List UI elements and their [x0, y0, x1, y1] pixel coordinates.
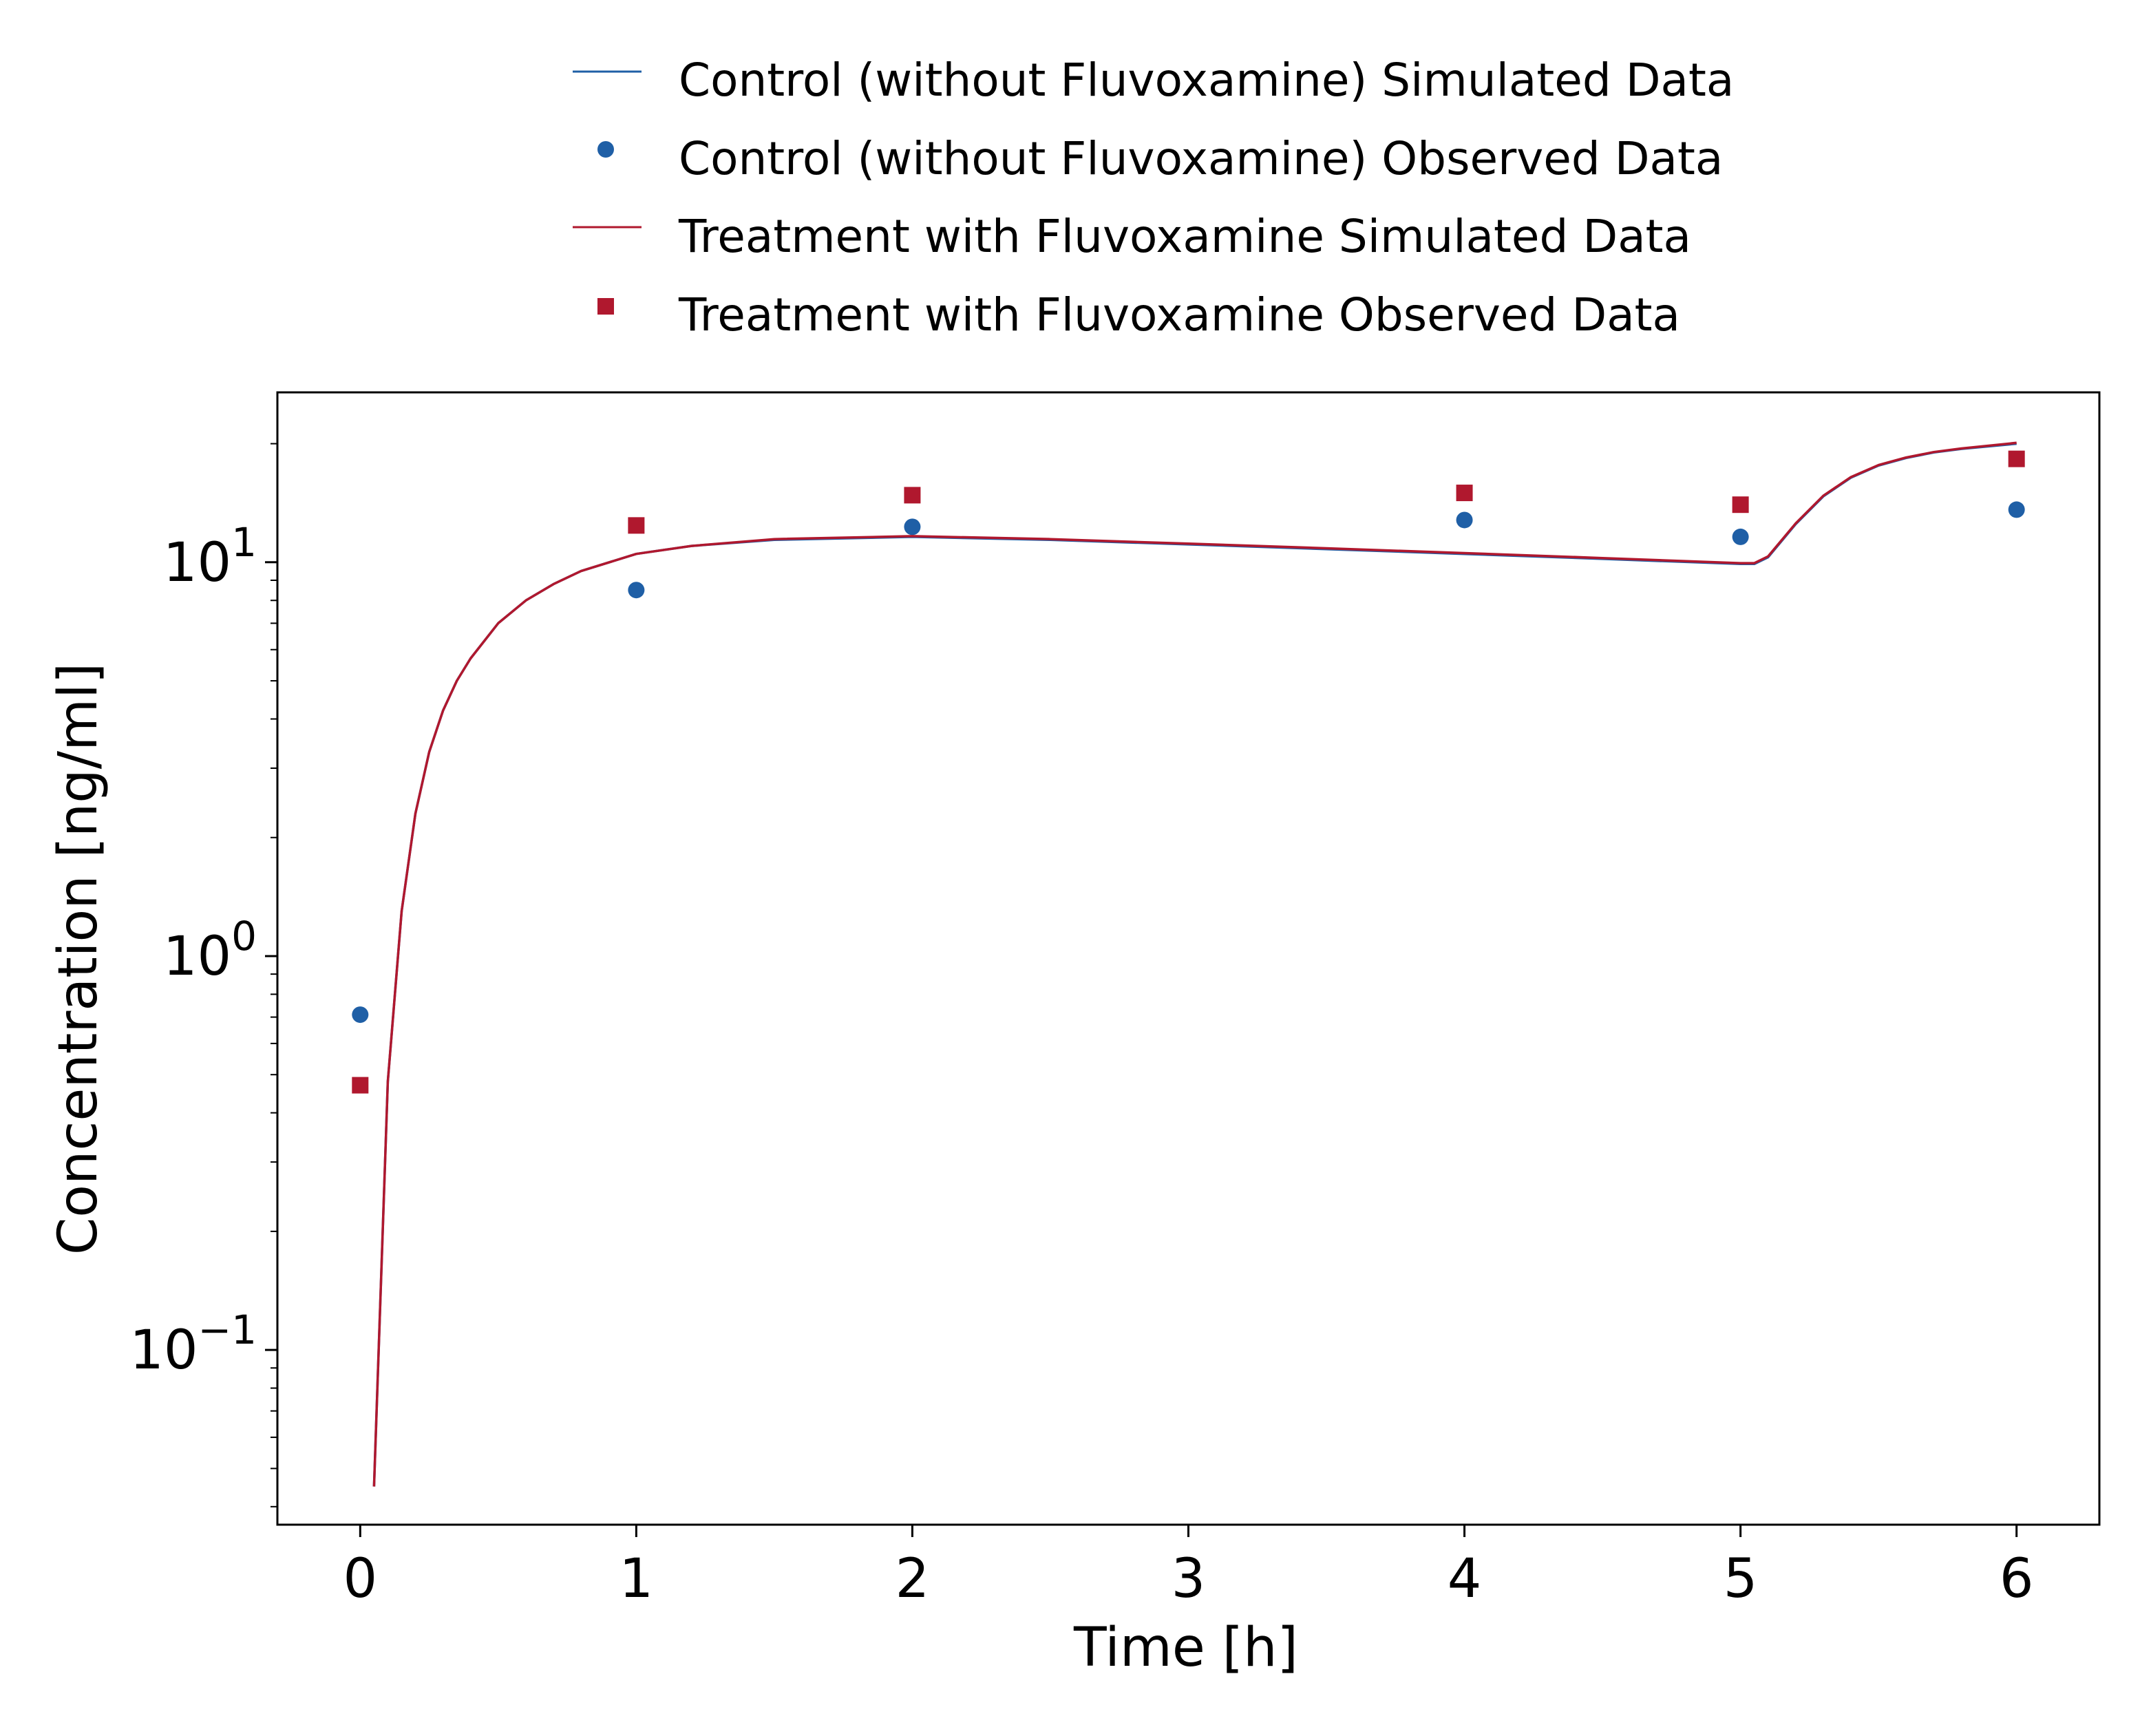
legend-label-control-simulated: Control (without Fluvoxamine) Simulated … [679, 54, 1734, 107]
y-tick-label: 101 [163, 519, 257, 594]
y-axis-ticks: 10−1 100 101 [129, 443, 277, 1507]
x-tick-label: 2 [896, 1548, 930, 1610]
x-tick-label: 6 [2000, 1548, 2034, 1610]
legend-label-control-observed: Control (without Fluvoxamine) Observed D… [679, 132, 1723, 185]
observed-point-treatment [628, 517, 645, 534]
series-layer [352, 441, 2025, 1487]
observed-point-control [352, 1006, 369, 1024]
x-tick-label: 1 [619, 1548, 654, 1610]
legend-label-treatment-observed: Treatment with Fluvoxamine Observed Data [678, 288, 1680, 341]
x-tick-label: 5 [1724, 1548, 1758, 1610]
observed-point-control [1732, 528, 1749, 545]
legend: Control (without Fluvoxamine) Simulated … [573, 54, 1734, 341]
observed-point-treatment [352, 1077, 369, 1094]
x-tick-label: 4 [1448, 1548, 1482, 1610]
observed-point-treatment [904, 487, 921, 504]
x-tick-label: 3 [1172, 1548, 1206, 1610]
observed-point-treatment [1732, 496, 1749, 514]
observed-point-control [1456, 511, 1473, 529]
y-tick-label: 100 [163, 913, 257, 988]
observed-point-treatment [1456, 485, 1473, 502]
x-axis-label: Time [h] [1073, 1617, 1298, 1679]
legend-marker-treatment-observed [597, 298, 614, 315]
y-tick-label: 10−1 [129, 1306, 257, 1382]
observed-point-control [2008, 501, 2025, 518]
series-line-2 [372, 441, 2017, 1487]
observed-point-treatment [2008, 450, 2025, 467]
observed-point-control [904, 518, 921, 536]
legend-marker-control-observed [597, 141, 614, 158]
observed-point-control [628, 582, 645, 599]
x-axis-ticks: 0 1 2 3 4 5 6 [343, 1525, 2034, 1610]
x-tick-label: 0 [343, 1548, 377, 1610]
y-axis-label: Concentration [ng/ml] [47, 663, 109, 1255]
legend-label-treatment-simulated: Treatment with Fluvoxamine Simulated Dat… [678, 210, 1691, 263]
